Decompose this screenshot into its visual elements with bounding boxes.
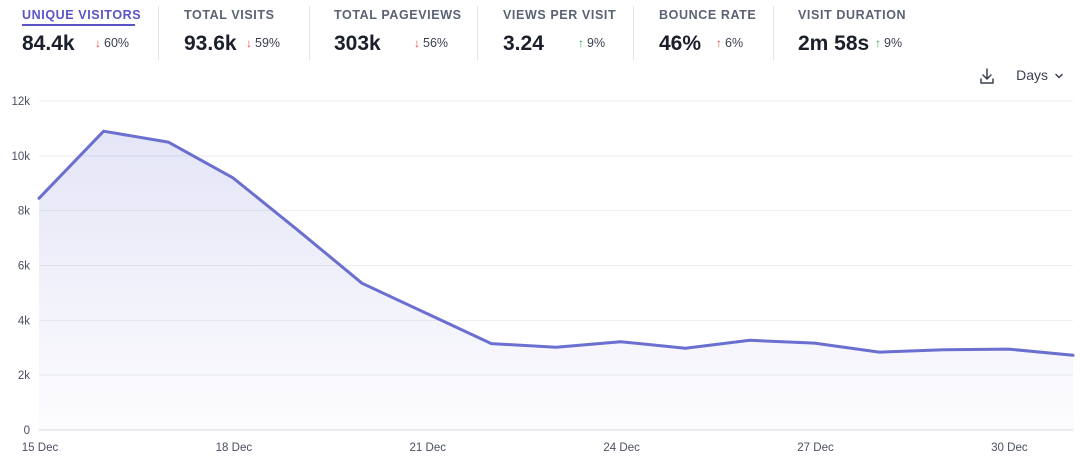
arrow-down-icon: ↓ (414, 36, 420, 50)
chart-controls: Days (964, 66, 1064, 88)
metric-divider (158, 6, 159, 60)
metric-value: 93.6k (184, 32, 237, 55)
y-tick-label: 2k (18, 370, 30, 382)
arrow-up-icon: ↑ (875, 36, 881, 50)
data-point (357, 278, 367, 288)
metric-unique-visitors[interactable]: UNIQUE VISITORS 84.4k ↓ 60% (22, 0, 152, 60)
metric-change: ↓ 60% (95, 36, 130, 50)
x-tick-label: 30 Dec (991, 442, 1028, 454)
data-point (616, 337, 626, 347)
visitors-chart: 0 2k 4k 6k 8k 10k 12k 15 Dec 18 Dec 21 Dec 24 Dec 2… (11, 96, 1078, 454)
y-tick-label: 0 (24, 425, 30, 437)
metric-value: 2m 58s (798, 32, 870, 55)
data-point (1003, 344, 1013, 354)
arrow-up-icon: ↑ (716, 36, 722, 50)
x-tick-label: 27 Dec (797, 442, 834, 454)
metric-value: 3.24 (503, 32, 544, 55)
y-tick-label: 8k (18, 206, 30, 218)
data-point (422, 308, 432, 318)
metric-value: 303k (334, 32, 381, 55)
active-metric-underline (22, 24, 135, 26)
arrow-down-icon: ↓ (95, 36, 101, 50)
y-tick-label: 10k (11, 151, 30, 163)
arrow-up-icon: ↑ (578, 36, 584, 50)
metric-views-per-visit[interactable]: VIEWS PER VISIT 3.24 ↑ 9% (503, 0, 633, 60)
x-tick-label: 18 Dec (216, 442, 253, 454)
metric-change: ↑ 6% (716, 36, 744, 50)
metric-divider (773, 6, 774, 60)
metric-bounce-rate[interactable]: BOUNCE RATE 46% ↑ 6% (659, 0, 759, 60)
metric-total-visits[interactable]: TOTAL VISITS 93.6k ↓ 59% (184, 0, 304, 60)
metric-divider (477, 6, 478, 60)
metric-change: ↓ 59% (246, 36, 281, 50)
data-point (99, 126, 109, 136)
interval-label: Days (1016, 67, 1048, 83)
data-point (680, 343, 690, 353)
data-point (228, 173, 238, 183)
arrow-down-icon: ↓ (246, 36, 252, 50)
data-point (1068, 350, 1078, 360)
metric-label: UNIQUE VISITORS (22, 8, 142, 22)
chevron-down-icon (1054, 67, 1064, 83)
data-point (810, 338, 820, 348)
metric-change: ↑ 9% (875, 36, 903, 50)
data-point (745, 335, 755, 345)
metric-label: BOUNCE RATE (659, 8, 757, 22)
data-point (163, 137, 173, 147)
metric-label: VISIT DURATION (798, 8, 907, 22)
metric-divider (633, 6, 634, 60)
metrics-bar: UNIQUE VISITORS 84.4k ↓ 60% TOTAL VISITS … (0, 0, 1080, 62)
x-tick-label: 24 Dec (603, 442, 640, 454)
series-line (37, 129, 1075, 357)
data-point (551, 342, 561, 352)
metric-change: ↓ 56% (414, 36, 449, 50)
metric-total-pageviews[interactable]: TOTAL PAGEVIEWS 303k ↓ 56% (334, 0, 474, 60)
y-tick-label: 12k (11, 96, 30, 108)
metric-label: TOTAL VISITS (184, 8, 275, 22)
data-point (486, 339, 496, 349)
data-point (874, 347, 884, 357)
x-tick-label: 15 Dec (22, 442, 59, 454)
metric-label: VIEWS PER VISIT (503, 8, 617, 22)
metric-label: TOTAL PAGEVIEWS (334, 8, 462, 22)
y-tick-label: 4k (18, 315, 30, 327)
metric-change: ↑ 9% (578, 36, 606, 50)
interval-select[interactable]: Days (1016, 67, 1064, 83)
data-point (34, 193, 44, 203)
download-icon[interactable] (978, 66, 996, 86)
metric-visit-duration[interactable]: VISIT DURATION 2m 58s ↑ 9% (798, 0, 928, 60)
x-tick-label: 21 Dec (410, 442, 447, 454)
y-tick-label: 6k (18, 261, 30, 273)
metric-divider (309, 6, 310, 60)
metric-value: 84.4k (22, 32, 75, 55)
series-area (39, 131, 1073, 430)
data-point (293, 225, 303, 235)
data-point (939, 345, 949, 355)
metric-value: 46% (659, 32, 702, 55)
